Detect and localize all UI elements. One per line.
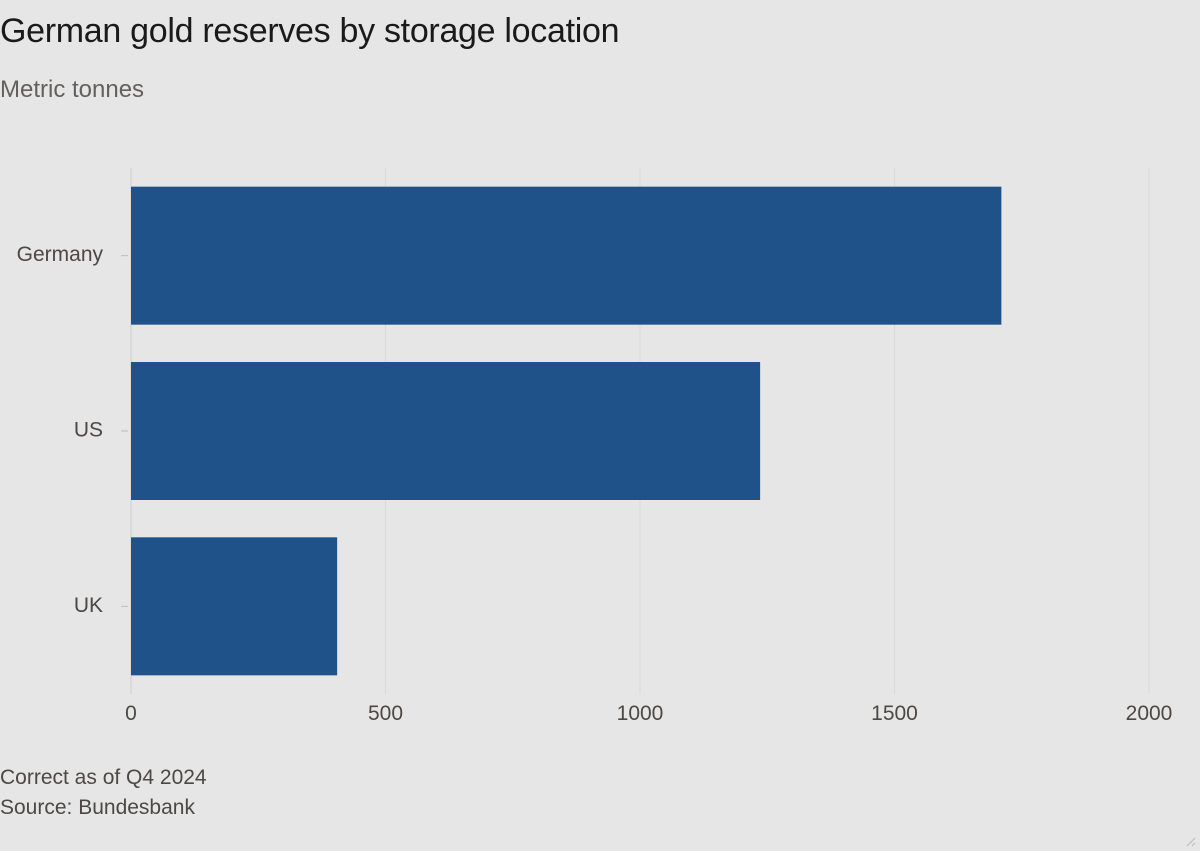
bar-us	[131, 362, 761, 500]
chart-title: German gold reserves by storage location	[0, 12, 620, 50]
resize-grip-icon[interactable]	[1182, 833, 1196, 847]
bar-chart: Germany US UK 0 500 1000 1500 2000	[17, 168, 1173, 725]
axis: Germany US UK 0 500 1000 1500 2000	[17, 243, 1173, 725]
x-tick-label-2000: 2000	[1126, 702, 1173, 725]
chart-footnote: Correct as of Q4 2024	[0, 766, 207, 789]
x-tick-label-500: 500	[368, 702, 403, 725]
chart-source: Source: Bundesbank	[0, 796, 195, 819]
chart-subtitle: Metric tonnes	[0, 76, 145, 103]
bar-germany	[131, 186, 1002, 325]
category-label-germany: Germany	[17, 243, 104, 266]
x-tick-label-0: 0	[125, 702, 137, 725]
x-tick-label-1500: 1500	[871, 702, 918, 725]
category-label-uk: UK	[74, 594, 103, 617]
category-label-us: US	[74, 419, 103, 442]
bars	[131, 186, 1002, 676]
x-tick-label-1000: 1000	[617, 702, 664, 725]
bar-uk	[131, 537, 338, 676]
